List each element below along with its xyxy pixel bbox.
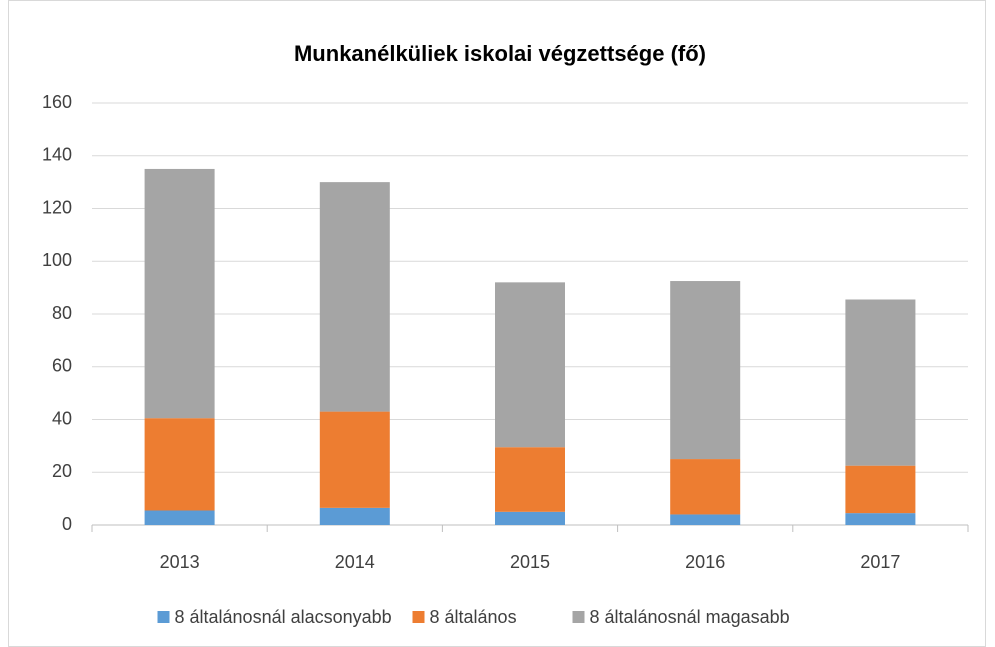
y-tick-label: 20	[52, 461, 72, 481]
bar-segment	[670, 281, 741, 460]
x-tick-label: 2016	[685, 552, 725, 572]
bar-segment	[144, 418, 215, 511]
bar-segment	[495, 511, 565, 525]
y-tick-label: 100	[42, 250, 72, 270]
bar-segment	[319, 507, 390, 525]
x-tick-label: 2013	[160, 552, 200, 572]
legend-label: 8 általánosnál alacsonyabb	[175, 607, 392, 627]
bar-segment	[845, 513, 916, 525]
bar-segment	[144, 510, 215, 525]
bar-segment	[495, 447, 565, 512]
chart-title: Munkanélküliek iskolai végzettsége (fő)	[294, 41, 706, 66]
bar-segment	[670, 514, 741, 525]
bar-segment	[845, 299, 916, 466]
x-tick-label: 2017	[860, 552, 900, 572]
y-tick-label: 40	[52, 408, 72, 428]
bar-segment	[845, 465, 916, 514]
bar-segment	[319, 411, 390, 508]
legend-label: 8 általános	[430, 607, 517, 627]
legend-label: 8 általánosnál magasabb	[590, 607, 790, 627]
bar-segment	[670, 459, 741, 515]
bar-segment	[319, 182, 390, 412]
bar-segment	[144, 168, 215, 419]
y-tick-label: 60	[52, 356, 72, 376]
y-tick-label: 0	[62, 514, 72, 534]
y-tick-label: 140	[42, 145, 72, 165]
bar-segment	[495, 282, 565, 448]
legend-swatch	[572, 611, 585, 623]
y-tick-label: 160	[42, 92, 72, 112]
x-tick-label: 2015	[510, 552, 550, 572]
y-tick-label: 120	[42, 197, 72, 217]
legend-swatch	[157, 611, 170, 623]
legend-swatch	[412, 611, 425, 623]
y-tick-label: 80	[52, 303, 72, 323]
x-tick-label: 2014	[335, 552, 375, 572]
